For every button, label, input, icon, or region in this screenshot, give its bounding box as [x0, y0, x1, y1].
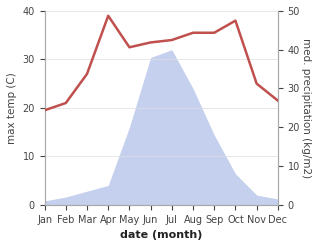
X-axis label: date (month): date (month) [120, 230, 203, 240]
Y-axis label: med. precipitation (kg/m2): med. precipitation (kg/m2) [301, 38, 311, 178]
Y-axis label: max temp (C): max temp (C) [7, 72, 17, 144]
